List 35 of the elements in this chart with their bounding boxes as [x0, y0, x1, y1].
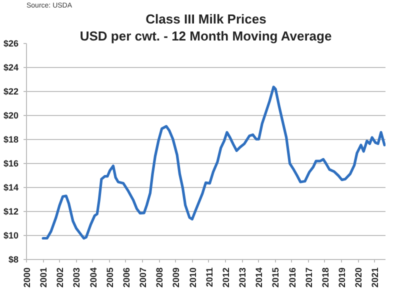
y-tick-label: $22	[3, 86, 19, 96]
x-tick-label: 2011	[204, 267, 214, 288]
x-tick-label: 2008	[154, 267, 165, 288]
y-tick-label: $16	[3, 158, 19, 168]
x-tick-label: 2014	[254, 267, 264, 288]
x-tick-label: 2013	[238, 267, 248, 288]
x-tick-label: 2015	[270, 267, 281, 288]
x-tick-label: 2017	[304, 267, 314, 288]
x-tick-label: 2012	[220, 267, 231, 288]
line-series	[42, 86, 386, 240]
x-tick-label: 2006	[121, 267, 132, 288]
y-tick-label: $8	[8, 254, 19, 264]
y-tick-label: $10	[3, 230, 19, 240]
y-tick-label: $12	[3, 206, 19, 216]
x-tick-label: 2007	[138, 267, 148, 288]
x-tick-label: 2005	[104, 267, 115, 288]
chart-subtitle: USD per cwt. - 12 Month Moving Average	[80, 28, 332, 44]
y-tick-label: $18	[3, 134, 19, 144]
y-tick-label: $20	[3, 110, 19, 120]
x-tick-label: 2020	[354, 267, 364, 288]
x-tick-label: 2001	[38, 267, 49, 288]
x-tick-label: 2010	[188, 267, 198, 288]
y-tick-label: $24	[3, 62, 19, 72]
x-tick-label: 2021	[370, 267, 380, 288]
x-tick-label: 2004	[88, 267, 98, 288]
y-tick-label: $14	[3, 182, 19, 192]
y-tick-label: $26	[3, 38, 19, 48]
x-tick-label: 2019	[337, 267, 348, 288]
x-tick-label: 2003	[72, 267, 82, 288]
x-tick-label: 2000	[22, 267, 32, 288]
x-tick-label: 2009	[171, 267, 182, 288]
x-tick-label: 2016	[287, 267, 298, 288]
chart-title: Class III Milk Prices	[146, 12, 266, 26]
x-tick-label: 2018	[320, 267, 330, 288]
x-tick-label: 2002	[55, 267, 66, 288]
